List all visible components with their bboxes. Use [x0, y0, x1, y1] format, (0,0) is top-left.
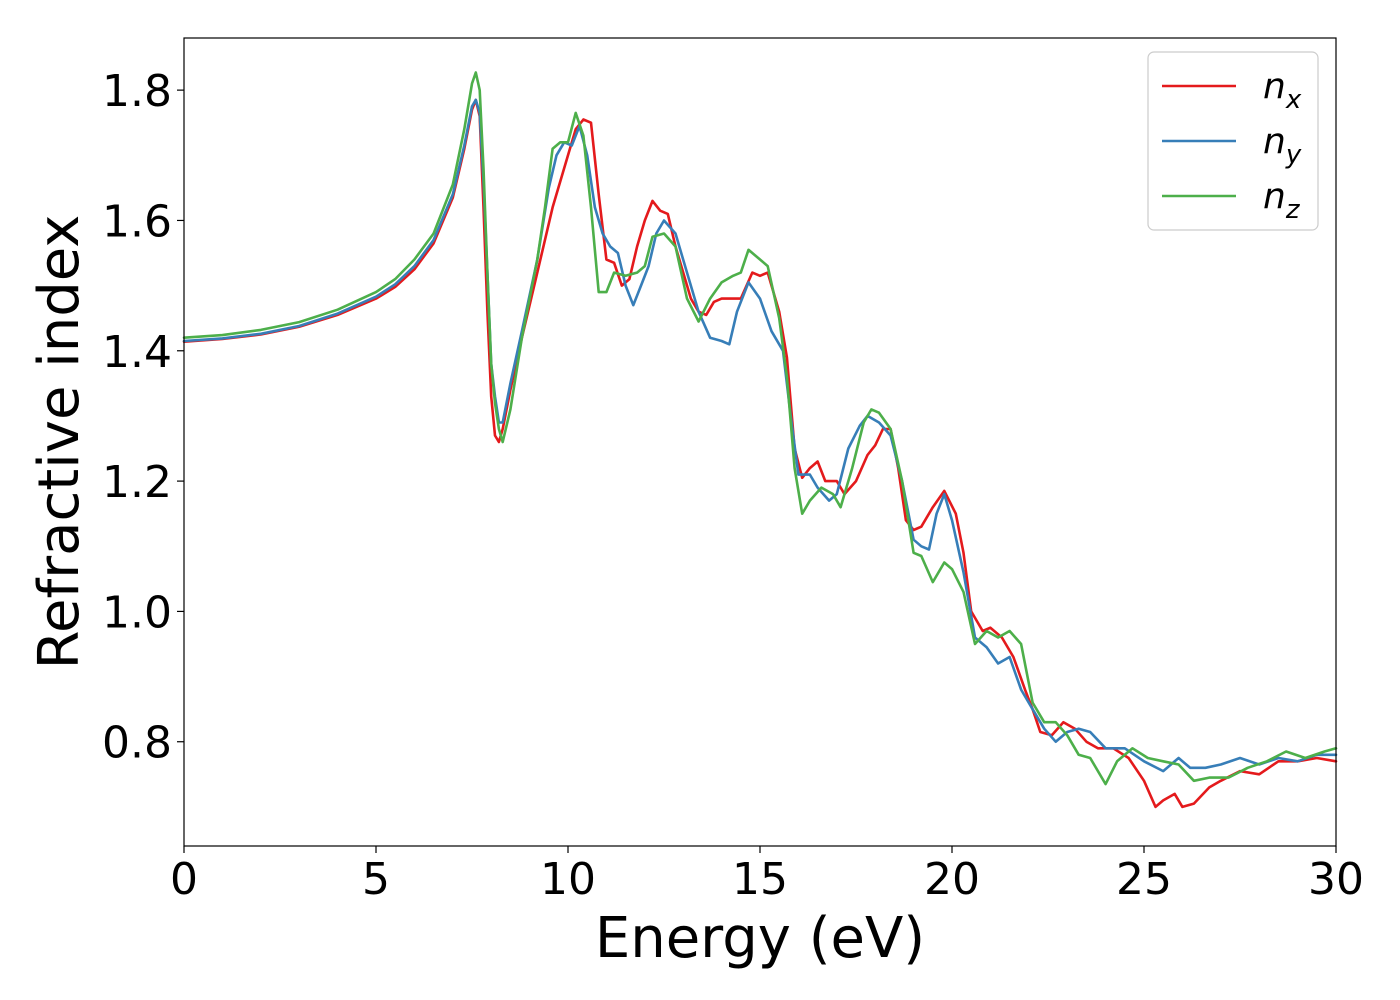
legend-label-base: n [1263, 121, 1286, 162]
x-axis: 0 5 10 15 20 25 30 [170, 846, 1364, 905]
legend-label-subscript: z [1285, 195, 1301, 225]
series-layer [182, 71, 1338, 809]
series-line-x [182, 98, 1338, 809]
x-tick-label: 0 [170, 854, 198, 905]
x-tick-label: 30 [1308, 854, 1364, 905]
y-tick-label: 1.0 [102, 587, 172, 638]
legend-label-x: nx [1263, 66, 1302, 115]
y-tick-label: 0.8 [102, 718, 172, 769]
y-axis: 0.8 1.0 1.2 1.4 1.6 1.8 [102, 66, 184, 769]
x-tick-label: 10 [540, 854, 596, 905]
legend-label-y: ny [1263, 121, 1302, 170]
x-tick-label: 5 [362, 854, 390, 905]
legend-label-z: nz [1263, 176, 1301, 225]
legend-label-base: n [1263, 66, 1286, 107]
y-tick-label: 1.6 [102, 196, 172, 247]
legend-label-subscript: y [1285, 140, 1302, 170]
legend-label-base: n [1263, 176, 1286, 217]
x-axis-title: Energy (eV) [595, 906, 925, 971]
y-tick-label: 1.4 [102, 327, 172, 378]
y-tick-label: 1.2 [102, 457, 172, 508]
y-tick-label: 1.8 [102, 66, 172, 117]
x-tick-label: 20 [924, 854, 980, 905]
y-axis-title: Refractive index [27, 215, 92, 670]
x-tick-label: 15 [732, 854, 788, 905]
x-tick-label: 25 [1116, 854, 1172, 905]
legend-label-subscript: x [1285, 85, 1302, 115]
series-line-z [182, 71, 1338, 786]
